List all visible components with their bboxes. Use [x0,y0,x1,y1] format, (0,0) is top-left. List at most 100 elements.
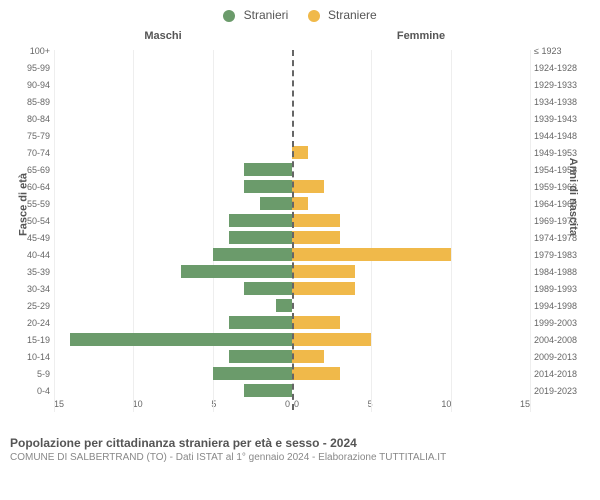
bar-female [292,265,355,278]
bar-male [276,299,292,312]
pyramid-row: 75-791944-1948 [10,127,590,144]
header-male: Maschi [54,30,292,42]
bar-male [181,265,292,278]
pyramid-row: 50-541969-1973 [10,212,590,229]
bar-male [70,333,292,346]
pyramid-row: 15-192004-2008 [10,331,590,348]
bar-female [292,248,451,261]
footer: Popolazione per cittadinanza straniera p… [0,430,600,463]
pyramid-row: 5-92014-2018 [10,365,590,382]
birth-year-label: 1979-1983 [530,250,590,260]
age-label: 0-4 [10,386,54,396]
age-label: 85-89 [10,97,54,107]
bar-right-area [292,42,530,59]
birth-year-label: 1974-1978 [530,233,590,243]
pyramid-row: 20-241999-2003 [10,314,590,331]
bar-left-area [54,297,292,314]
bar-right-area [292,348,530,365]
bar-male [229,231,292,244]
bar-right-area [292,331,530,348]
birth-year-label: 1924-1928 [530,63,590,73]
bar-right-area [292,280,530,297]
birth-year-label: 2004-2008 [530,335,590,345]
bar-female [292,316,340,329]
legend-male: Stranieri [223,8,288,22]
pyramid-row: 95-99 1924-1928 [10,59,590,76]
bar-right-area [292,297,530,314]
birth-year-label: 1959-1963 [530,182,590,192]
legend-swatch-female [308,10,320,22]
bar-right-area [292,314,530,331]
bar-left-area [54,144,292,161]
bar-female [292,333,371,346]
birth-year-label: 1939-1943 [530,114,590,124]
bar-female [292,214,340,227]
age-label: 100+ [10,46,54,56]
age-label: 45-49 [10,233,54,243]
birth-year-label: ≤ 1923 [530,46,590,56]
bar-male [213,248,292,261]
bar-left-area [54,93,292,110]
birth-year-label: 1969-1973 [530,216,590,226]
bar-male [244,163,292,176]
pyramid-row: 100+ ≤ 1923 [10,42,590,59]
bar-female [292,231,340,244]
bar-right-area [292,365,530,382]
pyramid-row: 85-891934-1938 [10,93,590,110]
bar-left-area [54,382,292,399]
bar-left-area [54,263,292,280]
age-label: 20-24 [10,318,54,328]
pyramid-rows: 100+≤ 192395-991924-192890-941929-193385… [10,42,590,399]
bar-left-area [54,314,292,331]
bar-left-area [54,59,292,76]
bar-male [229,214,292,227]
legend-swatch-male [223,10,235,22]
bar-female [292,197,308,210]
birth-year-label: 2019-2023 [530,386,590,396]
pyramid-row: 70-74 1949-1953 [10,144,590,161]
bar-female [292,146,308,159]
bar-right-area [292,144,530,161]
pyramid-row: 65-691954-1958 [10,161,590,178]
footer-title: Popolazione per cittadinanza straniera p… [10,436,590,450]
age-label: 80-84 [10,114,54,124]
bar-left-area [54,229,292,246]
bar-left-area [54,280,292,297]
bar-left-area [54,161,292,178]
bar-right-area [292,93,530,110]
birth-year-label: 1954-1958 [530,165,590,175]
age-label: 95-99 [10,63,54,73]
bar-left-area [54,76,292,93]
bar-left-area [54,348,292,365]
bar-right-area [292,263,530,280]
bar-right-area [292,127,530,144]
bar-female [292,180,324,193]
bar-left-area [54,110,292,127]
pyramid-row: 35-391984-1988 [10,263,590,280]
age-label: 70-74 [10,148,54,158]
pyramid-row: 45-49 1974-1978 [10,229,590,246]
age-label: 40-44 [10,250,54,260]
bar-right-area [292,76,530,93]
pyramid-row: 90-941929-1933 [10,76,590,93]
pyramid-row: 40-44 1979-1983 [10,246,590,263]
legend-female: Straniere [308,8,377,22]
pyramid-row: 60-641959-1963 [10,178,590,195]
birth-year-label: 1929-1933 [530,80,590,90]
legend-label-female: Straniere [328,8,377,22]
bar-right-area [292,110,530,127]
bar-male [244,384,292,397]
birth-year-label: 1984-1988 [530,267,590,277]
age-label: 75-79 [10,131,54,141]
bar-right-area [292,229,530,246]
birth-year-label: 1949-1953 [530,148,590,158]
bar-left-area [54,178,292,195]
chart-area: Fasce di età Anni di nascita Maschi Femm… [0,30,600,430]
pyramid-row: 10-142009-2013 [10,348,590,365]
column-headers: Maschi Femmine [10,30,590,42]
bar-right-area [292,195,530,212]
bar-right-area [292,59,530,76]
bar-left-area [54,42,292,59]
age-label: 25-29 [10,301,54,311]
bar-left-area [54,246,292,263]
